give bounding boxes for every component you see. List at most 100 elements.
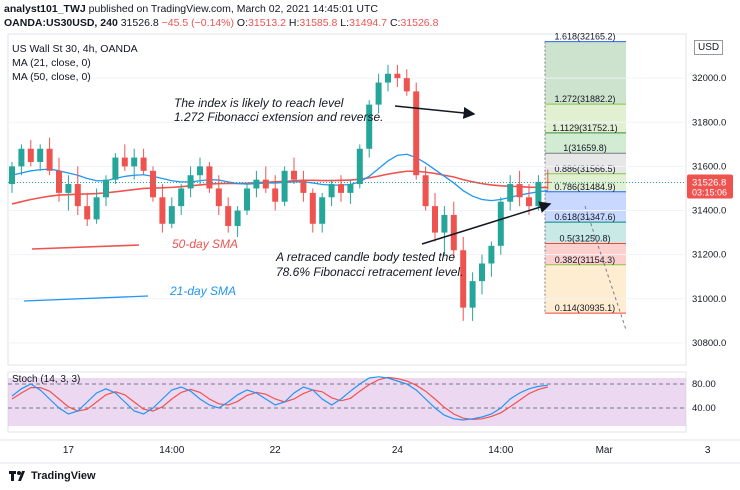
price-tick-label: 31800.0 [692,117,726,128]
candle-body [272,188,279,202]
tradingview-logo-icon [9,471,25,481]
time-tick-label: 14:00 [159,445,184,456]
candle-body [497,201,504,246]
time-tick-label: 14:00 [488,445,513,456]
fib-extension-arrow [394,105,476,119]
candle-body [319,197,326,224]
fib-level-label: 1.618(32165.2) [554,32,615,42]
ma21-line [11,153,548,202]
fib-level-label: 0.886(31566.5) [554,164,615,174]
candle-body [347,184,354,193]
candle-body [516,184,523,198]
time-tick-label: 22 [270,445,282,456]
open-value: 31513.2 [248,17,286,29]
candle-body [291,170,297,180]
price-pane [7,33,687,366]
low-label: L: [340,17,350,29]
open-label: O: [236,17,249,29]
candle-body [159,197,166,224]
candle-body [168,206,175,224]
fib-level-label: 1.1129(31752.1) [552,123,617,133]
candle-body [131,157,138,167]
fib-level-label: 1.272(31882.2) [554,94,615,104]
candle-body [469,281,476,308]
high-label: H: [288,17,300,29]
candle-body [394,73,401,79]
time-tick-label: 3 [705,445,711,456]
retrace-annotation-line1: A retraced candle body tested the [275,250,455,264]
legend-ma50[interactable]: MA (50, close, 0) [12,71,91,83]
price-tick-label: 31000.0 [692,294,726,305]
stoch-legend[interactable]: Stoch (14, 3, 3) [12,374,81,385]
publish-info: analyst101_TWJ published on TradingView.… [4,3,378,15]
candle-body [422,175,429,207]
fib-zone-band [545,104,626,133]
candle-body [507,184,514,202]
candle-body [460,250,467,308]
ma50-line [11,170,548,205]
last-price-badge-timer: 03:15:06 [692,188,727,198]
candle-body [309,192,316,224]
currency-badge[interactable]: USD [694,40,724,55]
fib-zone-band [545,132,626,154]
price-tick-label: 32000.0 [692,73,726,84]
candle-body [450,214,457,251]
fib-level-label: 0.114(30935.1) [555,303,615,313]
candle-body [253,179,260,189]
candle-body [262,179,269,189]
projection-dashed-line [584,205,627,330]
fib-zone-band [545,222,626,244]
sma50-annotation: 50-day SMA [172,237,238,251]
fib-zone-band [545,173,626,192]
candle-body [46,148,53,171]
candle-body [65,184,72,193]
fib-zone-band [545,153,626,174]
candle-body [9,166,15,185]
price-change: −45.5 (−0.14%) [161,17,234,29]
fib-level-label: 0.382(31154.3) [555,255,615,265]
candle-body [338,184,344,193]
price-tick-label: 31600.0 [692,161,726,172]
last-price-badge-value: 31526.8 [692,178,726,189]
candle-body [103,179,109,198]
time-tick-label: 17 [63,445,75,456]
close-label: C: [389,17,401,29]
candle-body [403,78,410,92]
stoch-level-label: 80.00 [692,379,716,390]
candle-body [93,197,100,220]
candle-body [441,214,448,233]
legend-ma21[interactable]: MA (21, close, 0) [12,57,91,69]
stoch-d-line [11,376,548,421]
fib-level-label: 0.618(31347.6) [554,212,615,222]
fib-annotation-line2: 1.272 Fibonacci extension and reverse. [174,110,383,124]
candle-body [535,181,542,207]
price-tick-label: 31200.0 [692,250,726,261]
publisher-name[interactable]: analyst101_TWJ [4,3,86,15]
fib-annotation-line1: The index is likely to reach level [174,96,344,110]
candle-body [206,166,213,189]
candle-body [112,157,119,180]
candle-body [375,82,382,105]
candle-body [356,148,363,185]
fib-zone-band [545,41,626,105]
candle-body [385,73,391,83]
footer-brand[interactable]: TradingView [8,470,96,482]
fib-level-label: 1(31659.8) [563,143,607,153]
candle-body [488,245,495,264]
stoch-level-label: 40.00 [692,403,716,414]
candle-body [244,188,250,211]
sma21-legend-line [23,295,149,302]
published-text: published on TradingView.com, March 02, … [88,3,378,15]
stoch-band [8,378,686,426]
candle-body [74,184,81,207]
retrace-arrow [421,201,552,245]
candle-body [27,148,34,162]
fib-zone-band [545,243,626,265]
time-tick-label: Mar [596,445,614,456]
retrace-annotation-line2: 78.6% Fibonacci retracement level. [276,265,463,279]
candle-body [37,148,44,162]
price-tick-label: 31400.0 [692,206,726,217]
candle-body [197,166,203,176]
